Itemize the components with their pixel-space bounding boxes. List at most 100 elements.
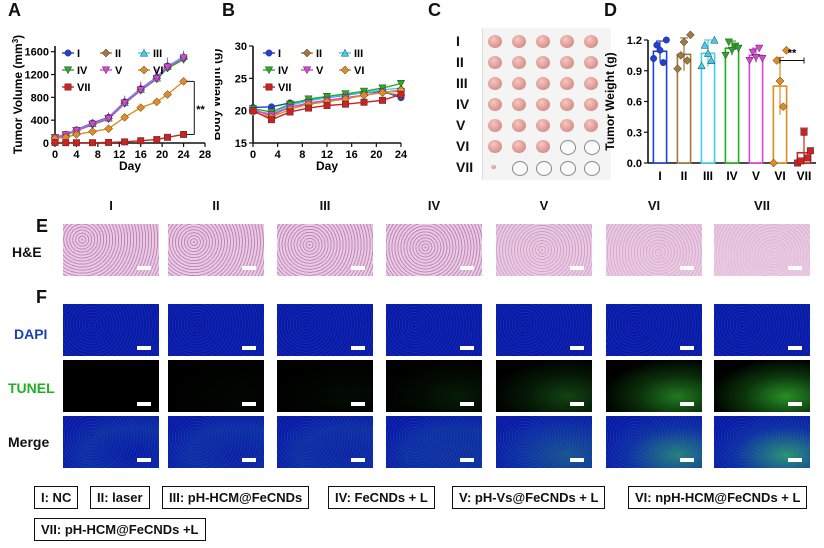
- panel-label-f: F: [36, 287, 47, 307]
- chart-b-x-tick-label: 12: [321, 149, 333, 161]
- legend-box-ii: II: laser: [90, 486, 150, 509]
- dapi-stain-image: [168, 304, 264, 356]
- tumor-specimen: [536, 119, 550, 132]
- dapi-stain-image: [714, 304, 810, 356]
- dapi-stain-image: [63, 304, 159, 356]
- tumor-specimen: [488, 35, 502, 48]
- chart-b-point-vii: [360, 98, 368, 106]
- tumor-row-label: VI: [456, 138, 470, 154]
- scale-bar: [137, 402, 151, 406]
- scale-bar: [242, 402, 256, 406]
- dapi-stain-image: [606, 304, 702, 356]
- scale-bar: [680, 346, 694, 350]
- chart-a-legend-label-ii: II: [115, 48, 121, 60]
- chart-d-point-vii: [800, 128, 808, 136]
- merge-row-label: Merge: [8, 434, 50, 450]
- chart-d-x-tick-label: II: [681, 169, 688, 183]
- chart-a-legend-label-iii: III: [153, 48, 162, 60]
- scale-bar: [137, 266, 151, 270]
- tunel-stain-image: [277, 360, 373, 412]
- chart-b-x-tick-label: 16: [346, 149, 358, 161]
- scale-bar: [351, 266, 365, 270]
- chart-d-x-tick-label: I: [658, 169, 661, 183]
- chart-b-point-vii: [286, 108, 294, 116]
- panel-label-b: B: [222, 0, 235, 20]
- chart-a-point-vii: [164, 133, 171, 141]
- chart-d-point-vii: [806, 147, 814, 155]
- scale-bar: [351, 458, 365, 462]
- chart-b-point-iv: [304, 95, 313, 104]
- chart-b-legend-label-iii: III: [354, 48, 363, 60]
- scale-bar: [788, 266, 802, 270]
- chart-d-point-ii: [686, 30, 695, 40]
- chart-a-point-vi: [179, 77, 188, 86]
- chart-a-x-axis-title: Day: [119, 159, 141, 173]
- chart-b-legend-label-ii: II: [316, 48, 322, 60]
- scale-bar: [242, 266, 256, 270]
- he-stain-image: [386, 224, 482, 276]
- tumor-row-label: III: [456, 75, 468, 91]
- tumor-specimen: [512, 98, 526, 111]
- tumor-specimen: [560, 35, 574, 48]
- empty-tumor-slot: [560, 140, 576, 155]
- scale-bar: [680, 402, 694, 406]
- chart-a-point-vii: [62, 139, 70, 147]
- chart-a-x-tick-label: 16: [135, 149, 147, 161]
- chart-d-x-tick-label: V: [752, 169, 760, 183]
- merge-stain-image: [714, 416, 810, 468]
- chart-d-sig-label: **: [788, 48, 797, 60]
- chart-a-y-tick-label: 1200: [25, 70, 49, 82]
- legend-box-vi: VI: npH-HCM@FeCNDs + L: [628, 486, 808, 509]
- chart-b-legend-label-iv: IV: [278, 65, 289, 77]
- merge-stain-image: [168, 416, 264, 468]
- chart-b-point-vii: [268, 116, 275, 124]
- empty-tumor-slot: [512, 161, 528, 176]
- merge-stain-image: [277, 416, 373, 468]
- scale-bar: [680, 458, 694, 462]
- legend-box-v: V: pH-Vs@FeCNDs + L: [452, 486, 606, 509]
- chart-a-x-tick-label: 28: [199, 149, 211, 161]
- chart-a-point-v: [152, 75, 161, 83]
- tunel-row-label: TUNEL: [8, 380, 55, 396]
- tunel-stain-image: [168, 360, 264, 412]
- chart-d-y-tick-label: 0.6: [627, 97, 642, 109]
- chart-a-point-vii: [153, 136, 161, 144]
- scale-bar: [570, 346, 584, 350]
- panel-label-e: E: [36, 216, 49, 236]
- tumor-specimen: [560, 77, 574, 90]
- chart-b-legend-marker: [340, 65, 350, 75]
- tumor-specimen: [560, 56, 574, 69]
- chart-d-point-iii: [697, 61, 706, 70]
- chart-d-point-vii: [803, 154, 811, 162]
- tumor-specimen: [488, 140, 502, 153]
- he-row-label: H&E: [12, 244, 42, 260]
- chart-b-y-tick-label: 30: [235, 41, 247, 53]
- chart-d-point-iii: [703, 49, 713, 57]
- chart-a-point-v: [136, 86, 145, 95]
- tumor-specimen: [536, 98, 550, 111]
- chart-d-point-v: [755, 44, 764, 53]
- chart-d-y-tick-label: 0.9: [627, 66, 642, 78]
- chart-d-point-ii: [682, 56, 692, 65]
- chart-d-x-tick-label: VI: [774, 169, 785, 183]
- chart-b-point-vii: [323, 102, 331, 109]
- he-stain-image: [277, 224, 373, 276]
- chart-d-point-vi: [778, 102, 788, 111]
- scale-bar: [570, 402, 584, 406]
- chart-a-legend-marker: [139, 48, 149, 57]
- scale-bar: [788, 458, 802, 462]
- tumor-specimen: [560, 98, 574, 111]
- chart-d-bar-i: [652, 50, 668, 164]
- chart-a-x-tick-label: 0: [52, 149, 58, 161]
- column-label-iv: IV: [427, 198, 441, 213]
- tumor-row-label: I: [456, 33, 460, 49]
- chart-a-point-v: [88, 120, 97, 129]
- chart-a-point-vi: [163, 90, 172, 99]
- tumor-specimen: [512, 35, 526, 48]
- legend-box-i: I: NC: [34, 486, 79, 509]
- he-stain-image: [496, 224, 592, 276]
- chart-b-point-vii: [249, 107, 257, 115]
- chart-a-y-tick-label: 1600: [25, 47, 49, 59]
- chart-d-y-tick-label: 0.0: [627, 158, 642, 170]
